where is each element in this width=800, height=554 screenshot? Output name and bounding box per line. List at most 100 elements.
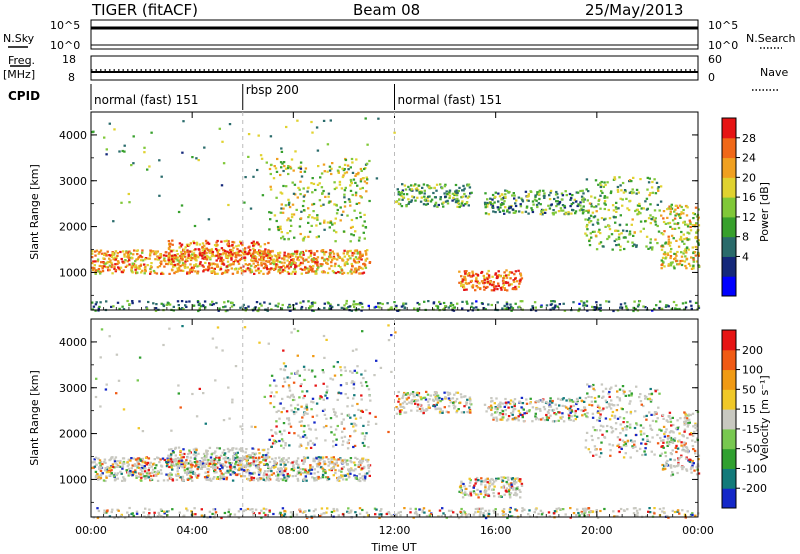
heatmap-cell xyxy=(439,198,442,201)
heatmap-cell xyxy=(329,249,332,252)
heatmap-cell xyxy=(174,454,177,457)
heatmap-cell xyxy=(207,468,210,471)
heatmap-cell xyxy=(356,184,359,187)
heatmap-cell xyxy=(313,301,317,304)
heatmap-cell xyxy=(223,476,226,479)
heatmap-cell xyxy=(685,237,688,240)
heatmap-cell xyxy=(475,284,478,288)
heatmap-cell xyxy=(202,459,205,462)
heatmap-cell xyxy=(203,476,207,479)
heatmap-cell xyxy=(634,445,637,448)
heatmap-cell xyxy=(489,201,492,204)
heatmap-cell xyxy=(260,304,263,307)
heatmap-cell xyxy=(191,470,195,473)
heatmap-cell xyxy=(367,470,371,473)
heatmap-cell xyxy=(622,444,626,447)
heatmap-cell xyxy=(268,384,272,387)
heatmap-cell xyxy=(269,218,272,221)
heatmap-cell xyxy=(330,261,333,264)
heatmap-cell xyxy=(196,255,200,258)
heatmap-cell xyxy=(270,255,273,258)
heatmap-cell xyxy=(492,289,496,292)
heatmap-cell xyxy=(305,447,308,450)
heatmap-cell xyxy=(213,244,217,247)
heatmap-cell xyxy=(522,420,526,423)
heatmap-cell xyxy=(191,156,194,159)
heatmap-cell xyxy=(697,305,700,308)
heatmap-cell xyxy=(336,169,340,172)
heatmap-cell xyxy=(282,422,286,425)
heatmap-cell xyxy=(667,263,671,266)
heatmap-cell xyxy=(416,405,419,408)
heatmap-cell xyxy=(598,308,601,311)
heatmap-cell xyxy=(138,300,141,303)
y-tick-label: 2000 xyxy=(59,221,87,234)
heatmap-cell xyxy=(160,465,164,468)
heatmap-cell xyxy=(448,191,451,194)
freq-unit: [MHz] xyxy=(3,68,35,81)
heatmap-cell xyxy=(690,307,693,310)
heatmap-cell xyxy=(359,461,362,464)
heatmap-cell xyxy=(170,473,173,476)
heatmap-cell xyxy=(428,398,431,401)
heatmap-cell xyxy=(519,413,522,416)
heatmap-cell xyxy=(227,242,230,246)
heatmap-cell xyxy=(399,410,402,414)
heatmap-cell xyxy=(184,463,187,466)
heatmap-cell xyxy=(603,218,606,221)
heatmap-cell xyxy=(302,413,306,417)
heatmap-cell xyxy=(141,269,144,272)
heatmap-cell xyxy=(494,407,497,410)
heatmap-cell xyxy=(492,418,495,421)
heatmap-cell xyxy=(492,206,495,209)
heatmap-cell xyxy=(278,251,282,254)
heatmap-cell xyxy=(444,396,447,399)
heatmap-cell xyxy=(229,463,232,466)
heatmap-cell xyxy=(356,251,359,254)
heatmap-cell xyxy=(357,171,360,174)
heatmap-cell xyxy=(549,397,552,400)
heatmap-cell xyxy=(352,445,355,449)
heatmap-cell xyxy=(181,453,184,456)
heatmap-cell xyxy=(688,232,691,235)
heatmap-cell xyxy=(486,280,490,283)
heatmap-cell xyxy=(480,483,483,486)
heatmap-cell xyxy=(622,421,625,424)
heatmap-cell xyxy=(270,374,274,377)
heatmap-cell xyxy=(587,218,590,221)
heatmap-cell xyxy=(173,265,177,268)
heatmap-cell xyxy=(667,238,671,241)
heatmap-cell xyxy=(268,474,271,477)
heatmap-cell xyxy=(415,393,419,396)
heatmap-cell xyxy=(601,396,604,399)
heatmap-cell xyxy=(236,271,239,274)
heatmap-cell xyxy=(280,207,283,210)
heatmap-cell xyxy=(192,266,195,269)
heatmap-cell xyxy=(207,464,210,468)
heatmap-cell xyxy=(619,245,622,248)
heatmap-cell xyxy=(638,202,641,205)
heatmap-cell xyxy=(91,301,94,304)
heatmap-cell xyxy=(348,469,351,473)
heatmap-cell xyxy=(180,204,184,207)
heatmap-cell xyxy=(316,266,320,269)
heatmap-cell xyxy=(303,407,307,410)
heatmap-cell xyxy=(608,390,611,394)
heatmap-cell xyxy=(651,309,654,312)
heatmap-cell xyxy=(674,253,677,256)
heatmap-cell xyxy=(609,454,612,457)
heatmap-cell xyxy=(294,411,298,414)
heatmap-cell xyxy=(248,245,251,248)
heatmap-cell xyxy=(501,202,504,205)
heatmap-cell xyxy=(322,371,325,374)
heatmap-cell xyxy=(105,300,108,303)
heatmap-cell xyxy=(682,252,685,255)
heatmap-cell xyxy=(203,256,207,259)
heatmap-cell xyxy=(581,189,584,192)
heatmap-cell xyxy=(676,206,680,209)
heatmap-cell xyxy=(415,399,418,403)
heatmap-cell xyxy=(299,167,303,170)
heatmap-cell xyxy=(510,283,513,286)
heatmap-cell xyxy=(460,281,463,284)
heatmap-cell xyxy=(246,461,249,464)
